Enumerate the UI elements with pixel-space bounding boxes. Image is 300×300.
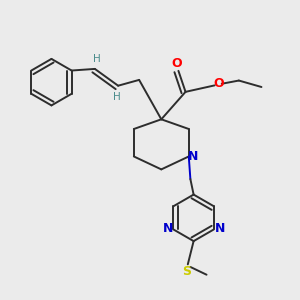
Text: H: H bbox=[93, 54, 101, 64]
Text: N: N bbox=[163, 222, 173, 235]
Text: N: N bbox=[188, 150, 198, 163]
Text: O: O bbox=[172, 57, 182, 70]
Text: O: O bbox=[214, 77, 224, 90]
Text: N: N bbox=[214, 222, 225, 235]
Text: S: S bbox=[182, 265, 191, 278]
Text: H: H bbox=[112, 92, 120, 102]
